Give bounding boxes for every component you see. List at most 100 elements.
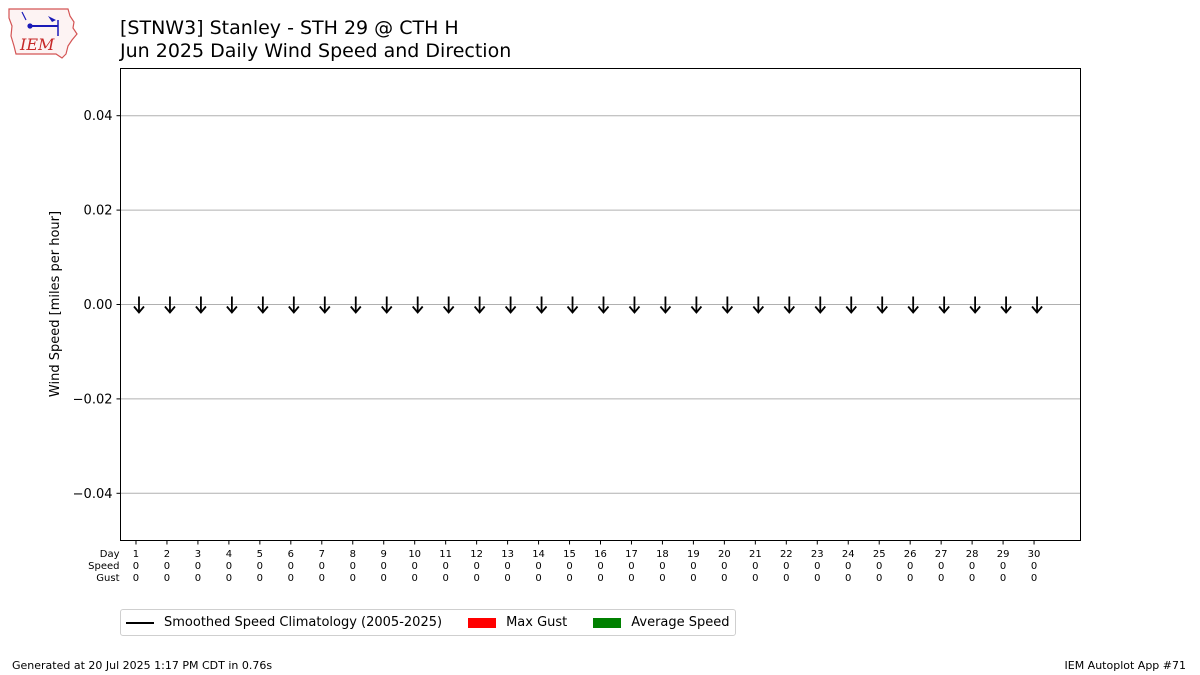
gust-value-label: 0: [133, 573, 139, 584]
day-label: 29: [997, 549, 1010, 560]
wind-direction-arrow: [969, 296, 981, 314]
legend-item-climatology: Smoothed Speed Climatology (2005-2025): [126, 615, 442, 630]
y-tick-label: −0.04: [73, 487, 113, 502]
day-label: 19: [687, 549, 700, 560]
speed-value-label: 0: [164, 561, 170, 572]
wind-direction-arrow: [164, 296, 176, 314]
arrow-head: [288, 305, 300, 314]
day-label: 22: [780, 549, 793, 560]
day-label: 26: [904, 549, 917, 560]
arrow-head: [442, 305, 455, 314]
iem-logo: IEM: [8, 8, 78, 59]
legend-swatch-climatology: [126, 621, 154, 624]
speed-value-label: 0: [1031, 561, 1037, 572]
y-tick-label: −0.02: [73, 392, 113, 407]
legend-swatch-average-speed: [593, 617, 622, 628]
gust-value-label: 0: [257, 573, 263, 584]
gust-value-label: 0: [783, 573, 789, 584]
arrow-head: [690, 305, 703, 314]
gust-value-label: 0: [628, 573, 634, 584]
wind-direction-arrow: [628, 296, 641, 314]
gust-value-label: 0: [721, 573, 727, 584]
y-tick-label: 0.00: [84, 298, 113, 313]
arrow-head: [566, 305, 579, 314]
arrow-head: [195, 305, 207, 314]
chart-legend: Smoothed Speed Climatology (2005-2025) M…: [120, 609, 736, 636]
chart-title: [STNW3] Stanley - STH 29 @ CTH H: [120, 17, 459, 39]
wind-direction-arrow: [845, 296, 857, 314]
y-axis: 0.04 0.02 0.00 −0.02 −0.04: [73, 109, 121, 502]
arrow-head: [876, 305, 888, 314]
wind-direction-arrow: [473, 296, 486, 314]
day-label: 14: [532, 549, 545, 560]
speed-value-label: 0: [876, 561, 882, 572]
gust-value-label: 0: [535, 573, 541, 584]
arrow-head: [381, 305, 393, 314]
day-label: 21: [749, 549, 762, 560]
gust-value-label: 0: [319, 573, 325, 584]
wind-direction-arrow: [226, 296, 238, 314]
wind-direction-arrow: [381, 296, 393, 314]
day-label: 1: [133, 549, 139, 560]
speed-value-label: 0: [319, 561, 325, 572]
arrow-head: [535, 305, 548, 314]
arrow-head: [597, 305, 610, 314]
wind-direction-arrow: [938, 296, 950, 314]
speed-value-label: 0: [628, 561, 634, 572]
day-label: 9: [381, 549, 387, 560]
speed-value-label: 0: [535, 561, 541, 572]
wind-direction-arrow: [814, 296, 826, 314]
speed-value-label: 0: [442, 561, 448, 572]
day-label: 6: [288, 549, 294, 560]
chart-subtitle: Jun 2025 Daily Wind Speed and Direction: [120, 40, 512, 62]
row-label-day: Day: [100, 549, 120, 560]
gust-value-label: 0: [938, 573, 944, 584]
legend-swatch-max-gust: [468, 617, 497, 628]
wind-direction-arrow: [319, 296, 331, 314]
gust-value-label: 0: [814, 573, 820, 584]
y-tick-label: 0.02: [84, 204, 113, 219]
arrow-head: [350, 305, 362, 314]
day-label: 2: [164, 549, 170, 560]
speed-value-label: 0: [752, 561, 758, 572]
day-label: 30: [1028, 549, 1041, 560]
wind-direction-arrow: [535, 296, 548, 314]
wind-direction-arrow: [412, 296, 424, 314]
arrow-head: [1031, 305, 1043, 314]
day-label: 23: [811, 549, 824, 560]
arrow-head: [845, 305, 857, 314]
row-label-speed: Speed: [88, 561, 119, 572]
arrow-head: [226, 305, 238, 314]
day-label: 3: [195, 549, 201, 560]
speed-value-label: 0: [566, 561, 572, 572]
speed-value-label: 0: [473, 561, 479, 572]
speed-value-label: 0: [721, 561, 727, 572]
arrow-head: [257, 305, 269, 314]
gust-value-label: 0: [473, 573, 479, 584]
gust-value-label: 0: [412, 573, 418, 584]
day-label: 13: [501, 549, 514, 560]
wind-direction-arrow: [597, 296, 610, 314]
gust-value-label: 0: [504, 573, 510, 584]
speed-value-label: 0: [257, 561, 263, 572]
gust-value-label: 0: [1031, 573, 1037, 584]
gust-value-label: 0: [195, 573, 201, 584]
wind-direction-arrow: [752, 296, 765, 314]
arrow-head: [628, 305, 641, 314]
day-label: 10: [408, 549, 421, 560]
speed-value-label: 0: [845, 561, 851, 572]
speed-value-label: 0: [690, 561, 696, 572]
wind-direction-arrow: [133, 296, 145, 314]
gust-value-label: 0: [288, 573, 294, 584]
speed-value-label: 0: [814, 561, 820, 572]
legend-label-max-gust: Max Gust: [506, 615, 568, 630]
speed-value-label: 0: [783, 561, 789, 572]
gust-value-label: 0: [845, 573, 851, 584]
wind-direction-arrow: [1000, 296, 1012, 314]
gust-value-label: 0: [164, 573, 170, 584]
day-label: 12: [470, 549, 483, 560]
gust-value-label: 0: [876, 573, 882, 584]
wind-direction-arrow: [195, 296, 207, 314]
gust-value-label: 0: [907, 573, 913, 584]
gust-value-label: 0: [350, 573, 356, 584]
